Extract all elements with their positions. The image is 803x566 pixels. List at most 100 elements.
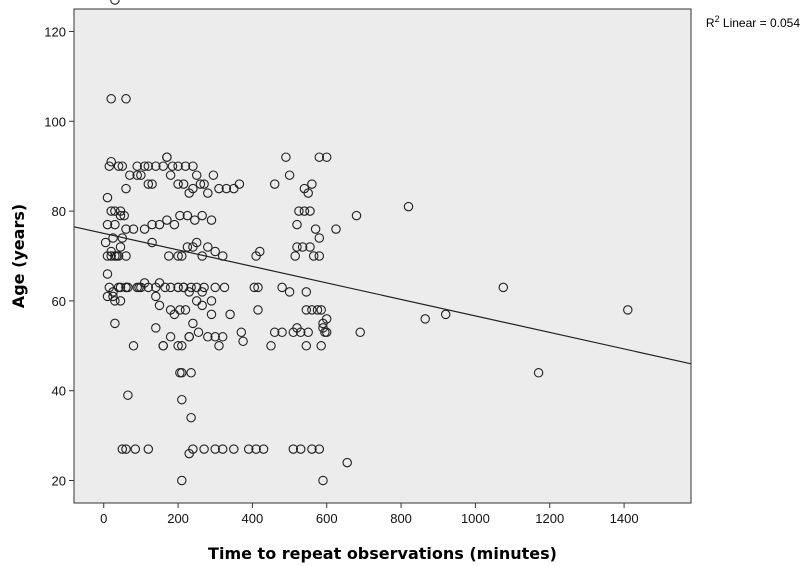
data-point <box>188 318 198 329</box>
data-point <box>115 206 126 216</box>
data-point <box>108 233 118 243</box>
data-point <box>121 224 131 234</box>
data-point <box>175 305 185 315</box>
data-point <box>106 251 116 261</box>
data-point <box>219 282 230 293</box>
data-point <box>115 242 126 252</box>
data-point <box>167 161 178 171</box>
data-point <box>292 323 302 333</box>
data-point <box>130 444 141 454</box>
data-point <box>162 215 172 225</box>
data-point <box>169 219 180 230</box>
data-point <box>331 224 341 234</box>
data-point <box>203 242 213 252</box>
data-point <box>197 300 207 311</box>
data-point <box>305 206 315 216</box>
x-tick-label: 200 <box>167 511 189 526</box>
data-point <box>305 242 315 252</box>
data-point <box>143 444 154 454</box>
data-point <box>180 161 191 171</box>
data-point <box>243 444 254 454</box>
data-point <box>102 219 113 230</box>
data-points <box>100 0 633 486</box>
data-point <box>206 309 217 320</box>
data-point <box>151 161 161 171</box>
data-point <box>139 224 150 234</box>
data-point <box>188 161 198 171</box>
data-point <box>266 341 276 351</box>
data-point <box>318 475 328 486</box>
data-point <box>301 287 312 297</box>
data-point <box>299 206 310 216</box>
data-point <box>314 233 325 243</box>
data-point <box>191 282 202 293</box>
data-point <box>165 282 176 293</box>
y-tick-label: 40 <box>52 384 66 399</box>
data-point <box>229 444 239 454</box>
data-point <box>180 305 191 315</box>
data-point <box>162 152 172 162</box>
data-point <box>191 237 202 248</box>
x-tick-label: 1000 <box>461 511 490 526</box>
data-point <box>178 282 189 293</box>
data-point <box>147 237 157 248</box>
data-point <box>160 282 170 293</box>
y-tick-label: 60 <box>52 294 66 309</box>
data-point <box>110 318 120 329</box>
data-point <box>292 242 302 252</box>
data-point <box>303 327 313 338</box>
data-point <box>154 219 165 230</box>
data-point <box>186 368 196 378</box>
data-point <box>314 152 325 162</box>
data-point <box>177 341 187 351</box>
data-point <box>295 444 306 454</box>
data-point <box>173 282 183 293</box>
data-point <box>117 161 128 171</box>
y-tick-label: 20 <box>52 474 66 489</box>
data-point <box>203 188 213 198</box>
data-point <box>143 161 154 171</box>
data-point <box>175 210 185 221</box>
x-axis-label: Time to repeat observations (minutes) <box>208 544 557 563</box>
data-point <box>158 341 168 351</box>
data-point <box>269 179 280 189</box>
data-point <box>123 390 133 400</box>
data-point <box>113 251 124 261</box>
data-point <box>284 287 295 297</box>
data-point <box>121 94 131 104</box>
data-point <box>132 161 142 171</box>
data-point <box>193 327 204 338</box>
data-point <box>164 251 174 261</box>
data-point <box>121 183 131 194</box>
x-tick-label: 1200 <box>535 511 564 526</box>
data-point <box>173 161 183 171</box>
data-point <box>269 327 280 338</box>
r2-linear-annotation: R2 Linear = 0.054 <box>706 14 800 30</box>
data-point <box>210 332 220 342</box>
data-point <box>158 161 168 171</box>
data-point <box>234 179 245 189</box>
data-point <box>214 341 224 351</box>
data-point <box>102 192 113 203</box>
data-point <box>251 444 261 454</box>
data-point <box>199 444 209 454</box>
data-point <box>125 170 135 180</box>
data-point <box>277 327 287 338</box>
r2-label: Linear <box>723 16 756 30</box>
data-point <box>199 282 209 293</box>
data-point <box>312 305 323 315</box>
data-point <box>173 341 183 351</box>
data-point <box>115 210 126 221</box>
data-point <box>113 161 124 171</box>
data-point <box>303 188 313 198</box>
data-point <box>147 219 157 230</box>
data-point <box>115 282 126 293</box>
data-point <box>178 179 189 189</box>
data-point <box>188 183 198 194</box>
data-point <box>290 251 300 261</box>
data-point <box>136 170 146 180</box>
data-point <box>106 94 116 104</box>
data-point <box>173 179 183 189</box>
data-point <box>314 444 325 454</box>
